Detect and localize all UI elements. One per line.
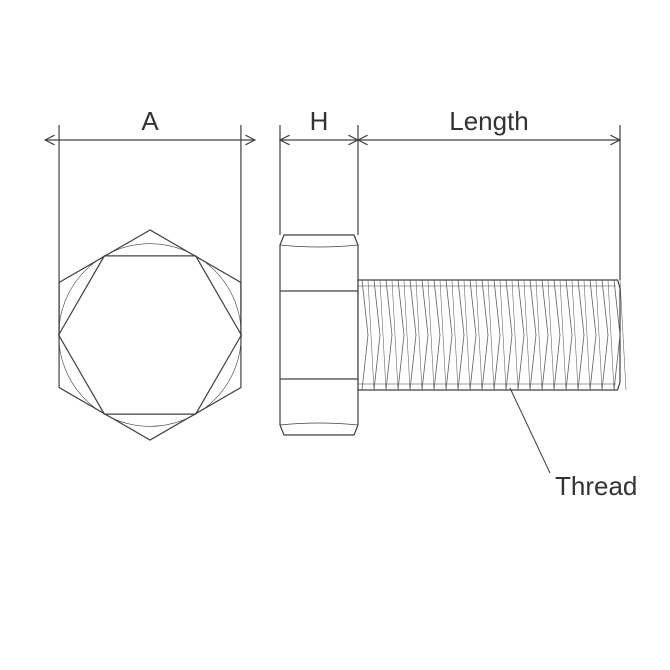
- bolt-technical-diagram: A H Length Thread: [0, 0, 670, 670]
- label-thread: Thread: [555, 471, 637, 501]
- label-a: A: [141, 106, 159, 136]
- label-length: Length: [449, 106, 529, 136]
- hex-head-side: [280, 235, 358, 435]
- label-h: H: [310, 106, 329, 136]
- hex-head-front: [59, 230, 241, 440]
